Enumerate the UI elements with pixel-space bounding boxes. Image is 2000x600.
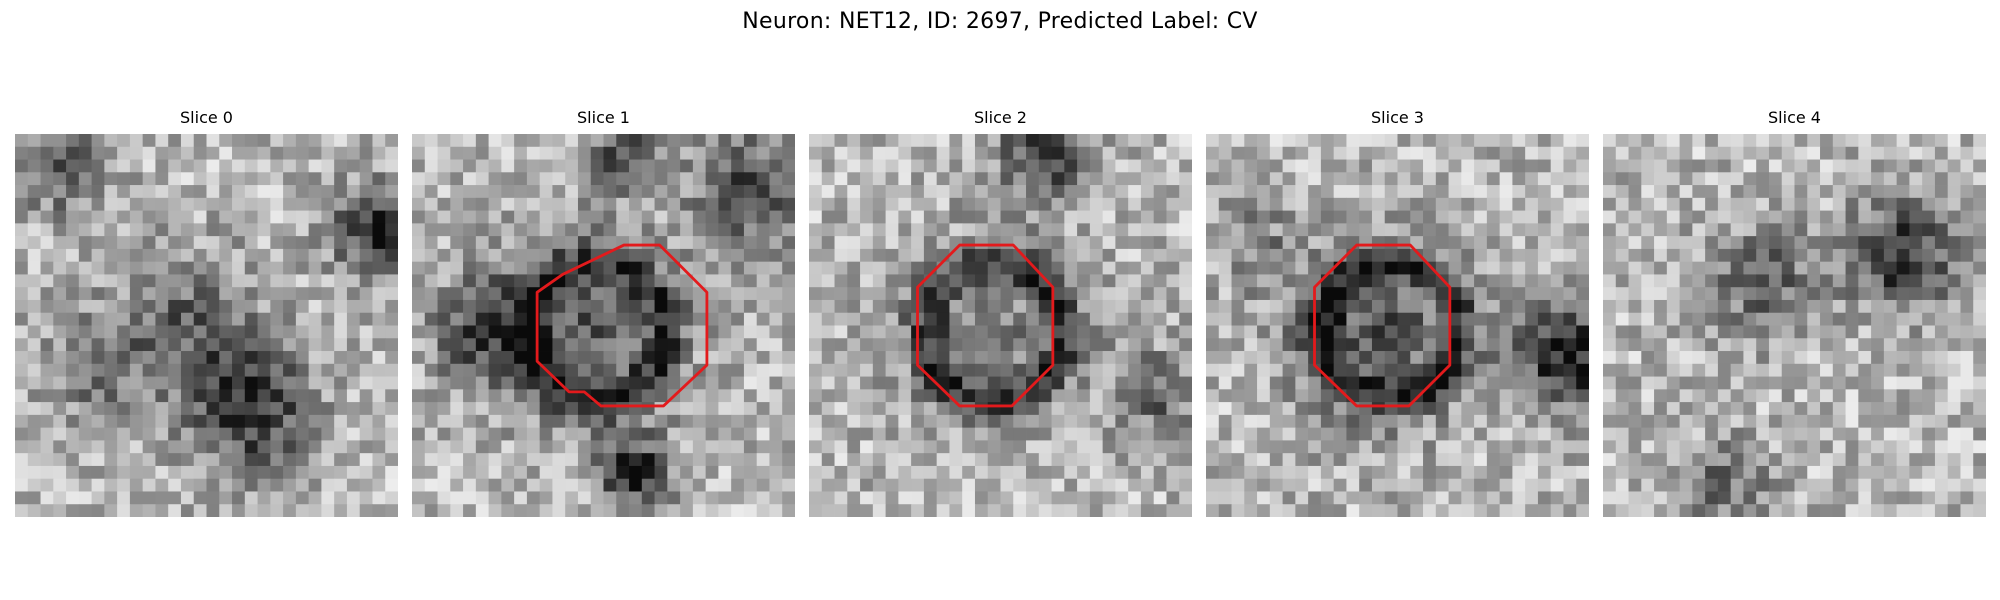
roi-contour [1313, 243, 1452, 408]
slice-image [412, 134, 795, 517]
slice-title: Slice 0 [180, 108, 233, 127]
slice-title: Slice 4 [1768, 108, 1821, 127]
slice-title: Slice 2 [974, 108, 1027, 127]
slice-title: Slice 1 [577, 108, 630, 127]
slice-image [15, 134, 398, 517]
roi-contour [535, 243, 709, 408]
slice-image [1603, 134, 1986, 517]
slice-title: Slice 3 [1371, 108, 1424, 127]
figure-title: Neuron: NET12, ID: 2697, Predicted Label… [742, 9, 1258, 34]
slice-image [809, 134, 1192, 517]
slice-image [1206, 134, 1589, 517]
roi-contour [916, 243, 1055, 408]
